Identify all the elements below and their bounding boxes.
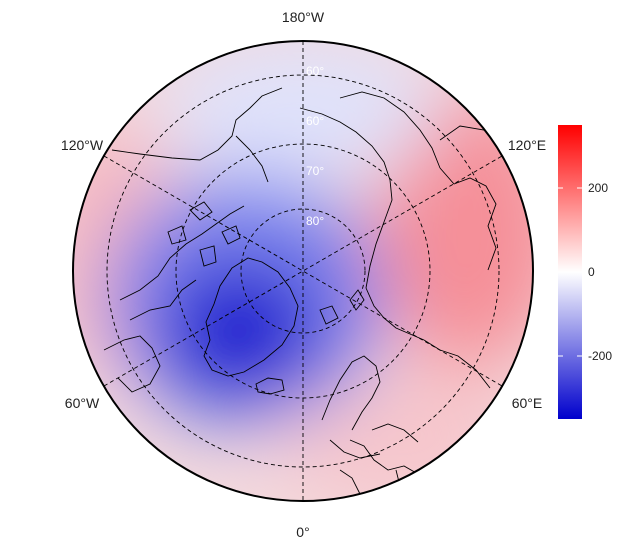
canadian-islands [167, 201, 241, 267]
scandinavia-coast [321, 355, 381, 459]
siberia-coast [299, 91, 441, 289]
alaska-coast [111, 87, 283, 183]
longitude-labels: 180°W 120°W 120°E 60°W 60°E 0° [61, 9, 546, 540]
russia-north-coast [319, 287, 425, 341]
colorbar-tick-label: 0 [588, 265, 595, 279]
negative-anomaly-core [160, 260, 320, 400]
lon-label-0: 0° [296, 524, 309, 540]
lon-label-60w: 60°W [65, 395, 100, 411]
colorbar-tick-label: -200 [588, 349, 612, 363]
coastlines [103, 87, 505, 499]
colorbar-tick-label: 200 [588, 181, 608, 195]
europe-borders [339, 423, 431, 499]
greenland-coast [203, 257, 299, 377]
neutral-band-pacific [160, 41, 440, 180]
lon-label-120w: 120°W [61, 137, 104, 153]
lat-label-60: 60° [306, 114, 324, 128]
lon-label-180w: 180°W [282, 9, 325, 25]
graticule [103, 41, 503, 501]
latitude-labels: 60° 60° 70° 80° [306, 64, 324, 228]
canadian-arctic-coast [103, 205, 245, 393]
lat-label-outer: 60° [306, 64, 324, 78]
colorbar-ticks: 200 0 -200 [558, 181, 612, 363]
colorbar: 200 0 -200 [558, 125, 612, 419]
anomaly-field [73, 41, 533, 501]
iceland-coast [255, 377, 285, 395]
lon-label-120e: 120°E [508, 137, 546, 153]
lat-label-70: 70° [306, 164, 324, 178]
lat-circle-60 [106, 74, 500, 468]
lat-label-80: 80° [306, 214, 324, 228]
lon-label-60e: 60°E [512, 395, 543, 411]
lat-circle-80 [240, 208, 366, 334]
map-frame [72, 40, 534, 502]
